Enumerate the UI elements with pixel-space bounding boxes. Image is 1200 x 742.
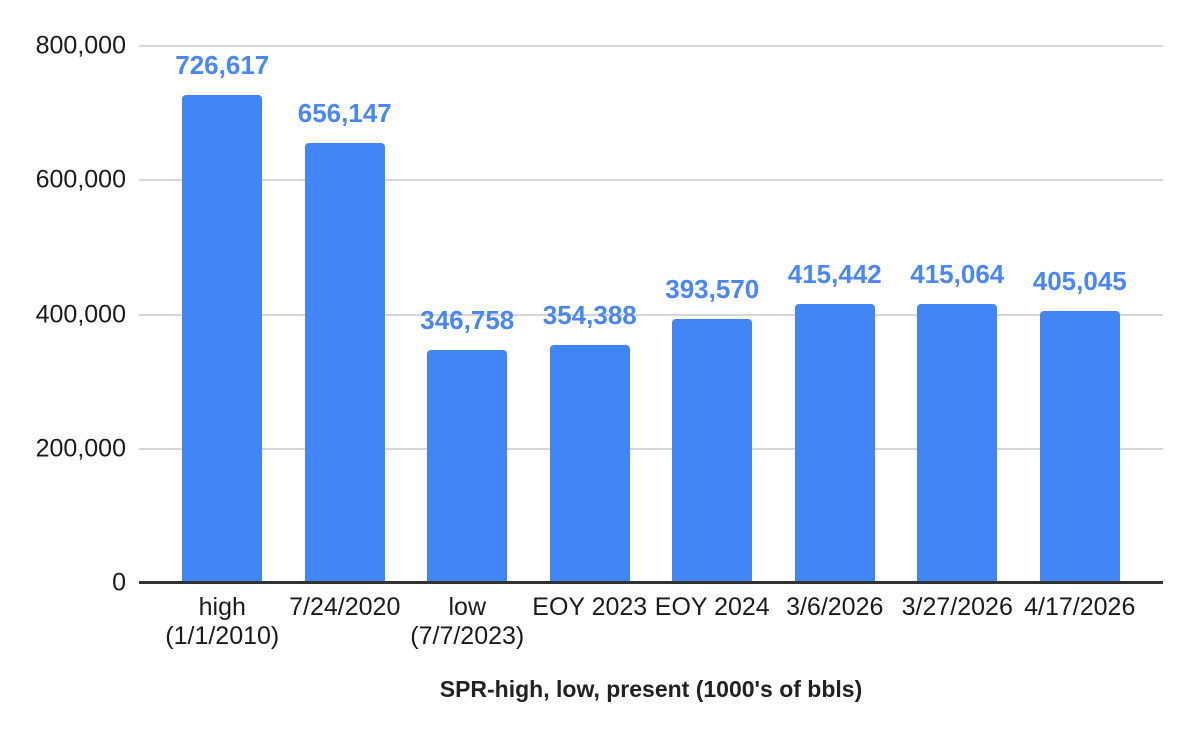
bar-value-label: 415,064 [910, 259, 1005, 289]
bar-column: 726,617 [161, 46, 284, 583]
bar [304, 143, 385, 583]
x-tick-label: EOY 2023 [529, 593, 652, 651]
bar-value-label: 354,388 [542, 300, 637, 330]
x-tick-label: 7/24/2020 [284, 593, 407, 651]
x-tick-label: 3/27/2026 [896, 593, 1019, 651]
bar [917, 304, 998, 583]
x-tick-label-line: high [198, 593, 246, 621]
bar-column: 405,045 [1019, 46, 1142, 583]
bar-value-label: 726,617 [175, 50, 270, 80]
bar [427, 350, 508, 583]
bar [549, 345, 630, 583]
x-tick-label: low (7/7/2023) [406, 593, 529, 651]
bar-column: 415,442 [774, 46, 897, 583]
x-tick-label: 4/17/2026 [1019, 593, 1142, 651]
bar-column: 346,758 [406, 46, 529, 583]
x-axis-title: SPR-high, low, present (1000's of bbls) [439, 676, 863, 702]
x-tick-label-line: EOY 2023 [532, 593, 648, 621]
gridline [139, 45, 1163, 47]
y-tick-label: 800,000 [35, 31, 126, 60]
bar-value-label: 415,442 [787, 259, 882, 289]
x-tick-label-line: (7/7/2023) [410, 622, 525, 650]
x-tick-label: 3/6/2026 [774, 593, 897, 651]
gridline [139, 447, 1163, 450]
x-tick-label-line: low [448, 593, 486, 621]
bar-column: 393,570 [651, 46, 774, 583]
bars-area: 726,617 656,147 346,758 354,388 393,570 415,4… [139, 46, 1163, 583]
y-tick-label: 600,000 [35, 165, 126, 194]
x-tick-label-line: (1/1/2010) [165, 622, 280, 650]
bar [1039, 311, 1120, 583]
bar [672, 319, 753, 583]
bar-value-label: 656,147 [297, 98, 392, 128]
x-tick-label: high (1/1/2010) [161, 593, 284, 651]
x-tick-label-line: EOY 2024 [654, 593, 770, 621]
bar-column: 656,147 [284, 46, 407, 583]
y-tick-label: 400,000 [35, 300, 126, 328]
x-tick-label-line: 3/6/2026 [786, 593, 884, 621]
bar-value-label: 405,045 [1032, 266, 1127, 296]
x-axis-line [139, 581, 1163, 584]
x-tick-label-line: 7/24/2020 [289, 593, 401, 621]
bar [182, 95, 263, 583]
bar-column: 415,064 [896, 46, 1019, 583]
bar-value-label: 393,570 [665, 274, 760, 304]
bar-value-label: 346,758 [420, 305, 515, 335]
y-tick-label: 0 [112, 568, 126, 597]
x-tick-label-line: 4/17/2026 [1024, 593, 1136, 621]
x-tick-label-line: 3/27/2026 [901, 593, 1013, 621]
y-tick-label: 200,000 [35, 434, 126, 463]
bar [794, 304, 875, 583]
gridline [139, 179, 1163, 182]
x-axis: high (1/1/2010) 7/24/2020 low (7/7/2023) EOY … [139, 593, 1163, 651]
x-tick-label: EOY 2024 [651, 593, 774, 651]
gridline [139, 313, 1163, 316]
bar-column: 354,388 [529, 46, 652, 583]
